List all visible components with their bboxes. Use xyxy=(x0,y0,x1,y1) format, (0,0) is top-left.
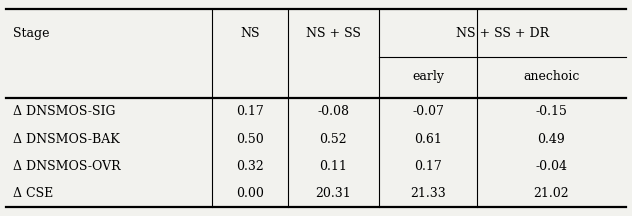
Text: 21.33: 21.33 xyxy=(410,187,446,200)
Text: Δ DNSMOS-SIG: Δ DNSMOS-SIG xyxy=(13,105,115,118)
Text: 21.02: 21.02 xyxy=(533,187,569,200)
Text: NS + SS + DR: NS + SS + DR xyxy=(456,27,549,40)
Text: 0.50: 0.50 xyxy=(236,133,264,146)
Text: Stage: Stage xyxy=(13,27,49,40)
Text: NS + SS: NS + SS xyxy=(306,27,361,40)
Text: 0.49: 0.49 xyxy=(538,133,565,146)
Text: NS: NS xyxy=(240,27,259,40)
Text: 0.17: 0.17 xyxy=(415,160,442,173)
Text: 0.00: 0.00 xyxy=(236,187,264,200)
Text: 20.31: 20.31 xyxy=(315,187,351,200)
Text: Δ CSE: Δ CSE xyxy=(13,187,53,200)
Text: Δ DNSMOS-OVR: Δ DNSMOS-OVR xyxy=(13,160,120,173)
Text: early: early xyxy=(412,70,444,83)
Text: 0.52: 0.52 xyxy=(320,133,347,146)
Text: -0.07: -0.07 xyxy=(412,105,444,118)
Text: Δ DNSMOS-BAK: Δ DNSMOS-BAK xyxy=(13,133,119,146)
Text: anechoic: anechoic xyxy=(523,70,580,83)
Text: 0.32: 0.32 xyxy=(236,160,264,173)
Text: 0.17: 0.17 xyxy=(236,105,264,118)
Text: -0.08: -0.08 xyxy=(317,105,349,118)
Text: 0.11: 0.11 xyxy=(319,160,348,173)
Text: -0.15: -0.15 xyxy=(535,105,568,118)
Text: 0.61: 0.61 xyxy=(414,133,442,146)
Text: -0.04: -0.04 xyxy=(535,160,568,173)
